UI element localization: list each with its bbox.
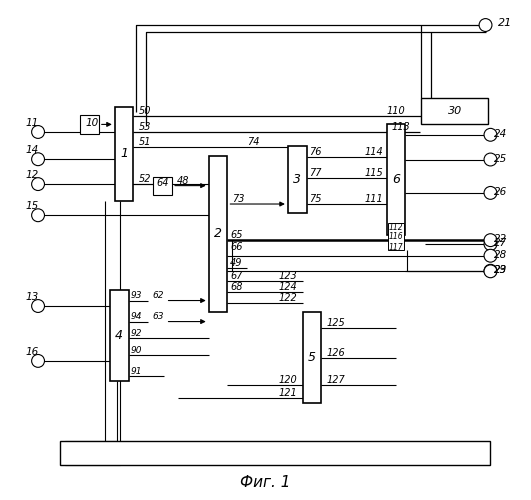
Text: 75: 75 [309, 194, 321, 204]
Bar [209, 156, 227, 312]
Text: 122: 122 [279, 294, 297, 304]
Text: 10: 10 [85, 118, 99, 128]
Text: 124: 124 [279, 282, 297, 292]
Text: 77: 77 [309, 168, 321, 178]
Text: 67: 67 [230, 272, 242, 281]
Text: 24: 24 [494, 129, 508, 139]
Text: 51: 51 [139, 137, 151, 147]
Text: 4: 4 [115, 329, 123, 342]
Text: 93: 93 [131, 291, 142, 300]
Circle shape [32, 153, 45, 166]
Circle shape [484, 238, 497, 250]
Text: 123: 123 [279, 272, 297, 281]
Text: 65: 65 [230, 230, 242, 239]
Bar [421, 98, 488, 124]
Text: 120: 120 [279, 375, 297, 385]
Text: 5: 5 [308, 351, 316, 364]
Text: 92: 92 [131, 328, 142, 338]
Text: 52: 52 [139, 174, 151, 184]
Text: 48: 48 [177, 176, 190, 186]
Circle shape [32, 126, 45, 138]
Circle shape [484, 128, 497, 141]
Bar [80, 115, 99, 134]
Text: 53: 53 [139, 122, 151, 132]
Circle shape [484, 153, 497, 166]
Text: 2: 2 [214, 228, 222, 240]
Text: 111: 111 [364, 194, 383, 204]
Text: 11: 11 [25, 118, 39, 128]
Bar [153, 176, 172, 194]
Bar [387, 124, 406, 235]
Text: 73: 73 [233, 194, 245, 204]
Text: 126: 126 [327, 348, 345, 358]
Circle shape [484, 264, 497, 277]
Bar [288, 146, 306, 213]
Text: 125: 125 [327, 318, 345, 328]
Bar [303, 312, 321, 404]
Circle shape [484, 265, 497, 278]
Text: 115: 115 [364, 168, 383, 178]
Text: 3: 3 [293, 173, 301, 186]
Text: 49: 49 [230, 258, 242, 268]
Text: 14: 14 [25, 146, 39, 156]
Text: 22: 22 [494, 234, 508, 244]
Text: 91: 91 [131, 366, 142, 376]
Text: 13: 13 [25, 292, 39, 302]
Text: 27: 27 [494, 238, 508, 248]
Text: 50: 50 [139, 106, 151, 116]
Text: 28: 28 [494, 250, 508, 260]
Text: 63: 63 [152, 312, 164, 321]
Text: Фиг. 1: Фиг. 1 [240, 475, 291, 490]
Text: 121: 121 [279, 388, 297, 398]
Bar [110, 290, 129, 381]
Text: 30: 30 [448, 106, 462, 116]
Bar [388, 223, 405, 250]
Text: 112: 112 [389, 223, 403, 232]
Text: 26: 26 [494, 187, 508, 197]
Text: 12: 12 [25, 170, 39, 180]
Text: 94: 94 [131, 312, 142, 321]
Text: 64: 64 [157, 178, 169, 188]
Text: 74: 74 [247, 137, 260, 147]
Circle shape [32, 209, 45, 222]
Text: 29: 29 [494, 266, 508, 276]
Text: 127: 127 [327, 375, 345, 385]
Text: 6: 6 [392, 173, 400, 186]
Text: 76: 76 [309, 147, 321, 157]
Circle shape [32, 178, 45, 190]
Text: 117: 117 [389, 243, 403, 252]
Text: 23: 23 [494, 265, 508, 275]
Bar [115, 106, 133, 200]
Text: 62: 62 [152, 291, 164, 300]
Circle shape [32, 354, 45, 368]
Text: 16: 16 [25, 347, 39, 357]
Text: 66: 66 [230, 242, 242, 252]
Circle shape [32, 300, 45, 312]
Circle shape [484, 186, 497, 200]
Text: 114: 114 [364, 147, 383, 157]
Text: 90: 90 [131, 346, 142, 355]
Text: 113: 113 [391, 122, 410, 132]
Text: 116: 116 [389, 232, 403, 241]
Text: 110: 110 [387, 106, 405, 116]
Text: 1: 1 [120, 147, 128, 160]
Circle shape [484, 234, 497, 246]
Bar [61, 442, 491, 465]
Text: 25: 25 [494, 154, 508, 164]
Circle shape [484, 250, 497, 262]
Circle shape [479, 18, 492, 32]
Text: 21: 21 [498, 18, 512, 28]
Text: 68: 68 [230, 282, 242, 292]
Text: 15: 15 [25, 202, 39, 211]
